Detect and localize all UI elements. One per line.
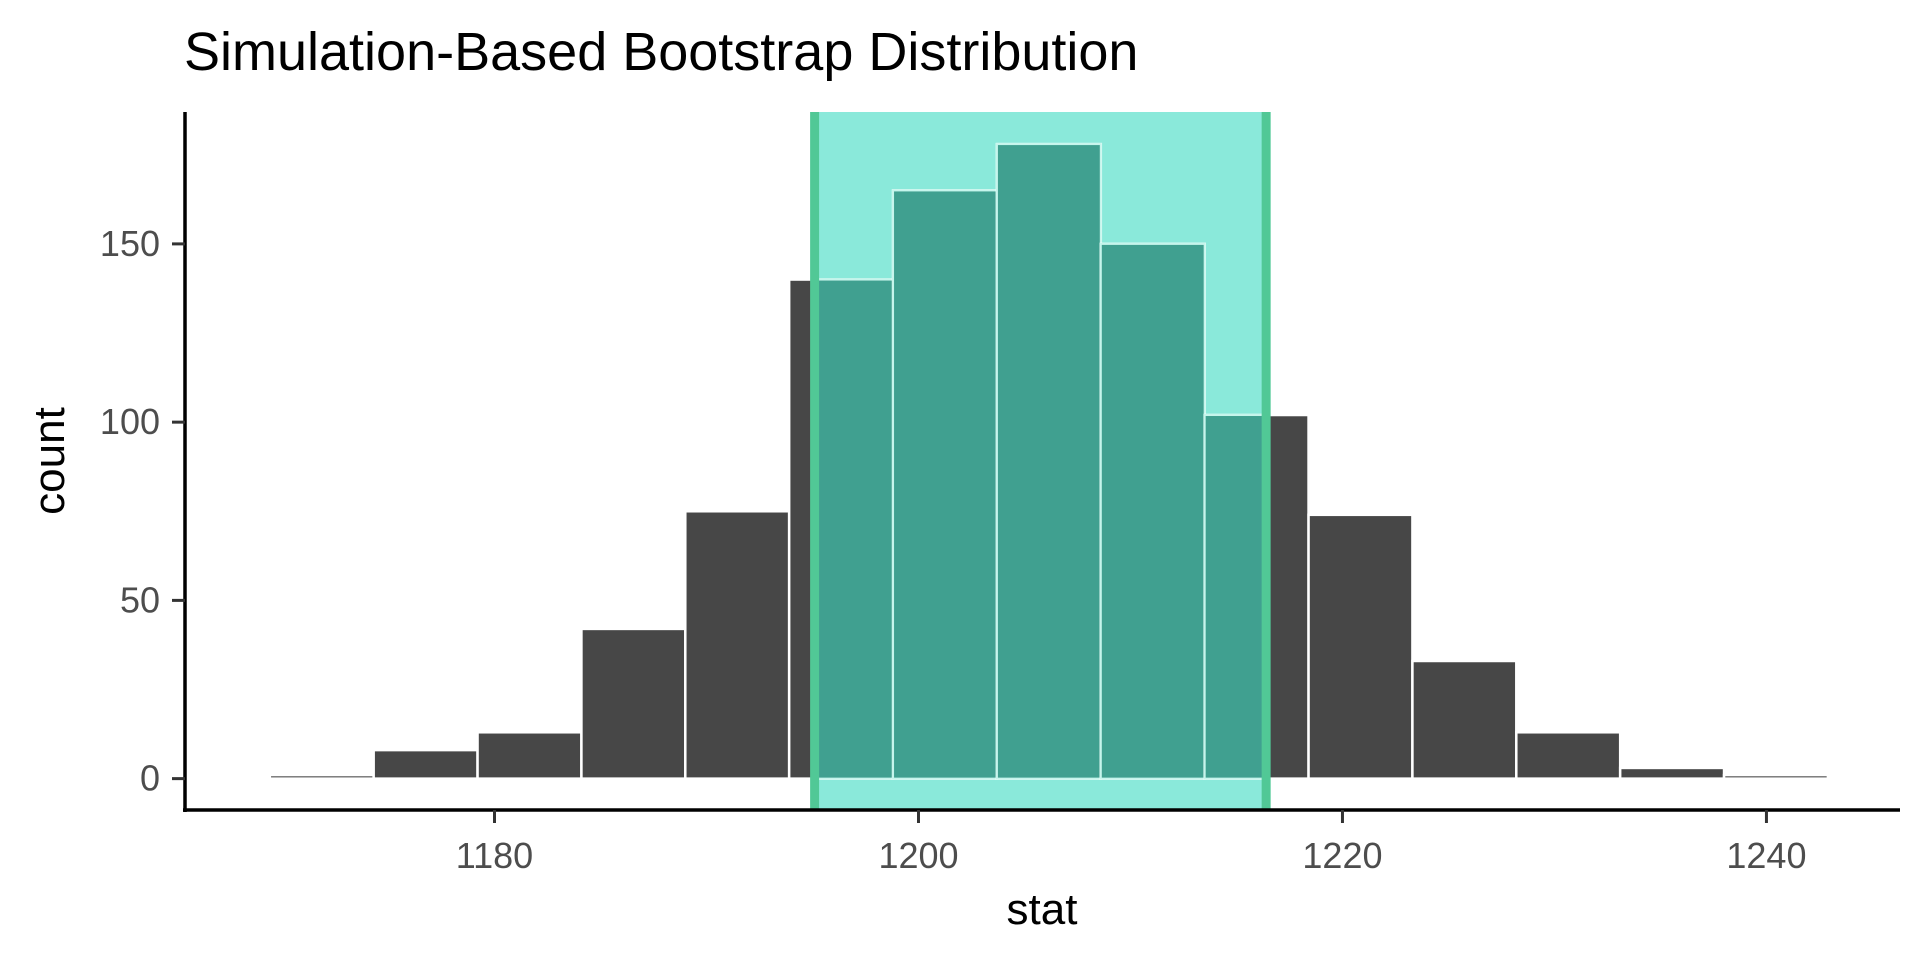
histogram-bar: [268, 773, 375, 780]
histogram-bar: [684, 510, 791, 780]
x-tick-label: 1180: [456, 835, 533, 876]
histogram-bar-in-interval: [1099, 242, 1206, 780]
histogram-bar: [1411, 659, 1518, 780]
x-tick-label: 1220: [1302, 835, 1382, 876]
x-tick-label: 1240: [1726, 835, 1806, 876]
chart-title: Simulation-Based Bootstrap Distribution: [184, 22, 1138, 82]
y-tick-label: 100: [100, 401, 160, 442]
histogram-bars: [268, 142, 1830, 780]
histogram-bar-in-interval: [995, 143, 1102, 780]
histogram-bar: [1618, 766, 1726, 780]
y-axis-label: count: [25, 407, 74, 515]
histogram-bar: [580, 627, 687, 780]
y-tick-label: 150: [100, 223, 160, 264]
y-tick-label: 0: [140, 758, 160, 799]
x-axis-ticks: 1180 1200 1220 1240: [456, 810, 1806, 876]
y-axis-ticks: 0 50 100 150: [100, 223, 185, 799]
confidence-interval-lines: [810, 112, 1271, 809]
histogram-bar: [372, 748, 479, 780]
histogram-bar-in-interval: [1203, 414, 1268, 780]
histogram-bar: [1722, 773, 1830, 780]
histogram-bar: [476, 731, 583, 780]
y-tick-label: 50: [120, 579, 160, 620]
histogram-bar: [1307, 513, 1414, 780]
histogram-bar: [1515, 731, 1622, 780]
x-axis-label: stat: [1007, 885, 1078, 934]
histogram-bar-in-interval: [892, 189, 998, 780]
x-tick-label: 1200: [878, 835, 958, 876]
histogram-bar-in-interval: [813, 278, 895, 780]
